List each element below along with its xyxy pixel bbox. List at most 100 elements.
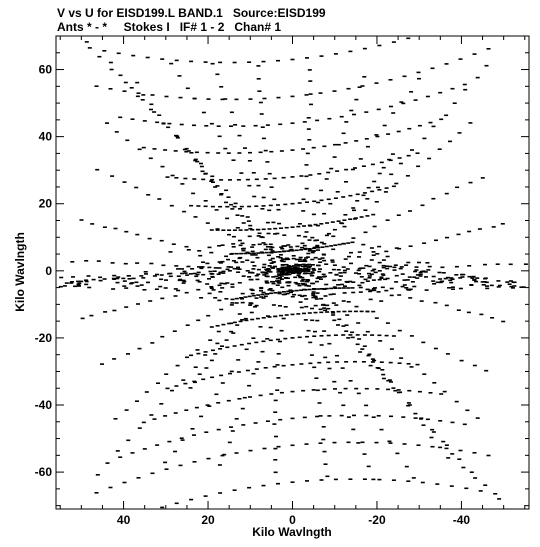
uv-point [265,420,270,422]
uv-point [76,283,81,286]
uv-point [298,260,303,262]
uv-point [276,271,281,273]
uv-point [283,306,288,308]
uv-point [181,279,186,282]
uv-point [363,278,368,281]
uv-point [258,326,263,328]
uv-point [164,373,169,375]
uv-point [102,226,107,228]
y-tick-label: 40 [39,130,53,144]
uv-point [321,273,326,276]
uv-point [171,243,176,245]
uv-point [337,318,342,321]
uv-point [458,449,463,452]
uv-point [247,160,252,162]
uv-point [239,252,244,255]
uv-point [124,409,129,411]
uv-point [343,214,348,216]
uv-point [444,63,449,65]
uv-point [207,278,211,280]
uv-point [331,314,336,316]
uv-point [315,239,319,241]
uv-point [306,329,311,332]
uv-point [297,294,302,297]
uv-point [245,369,250,372]
uv-point [305,280,310,283]
uv-point [239,205,244,208]
uv-point [319,189,324,192]
uv-point [354,140,359,142]
uv-point [377,334,382,337]
uv-point [389,105,393,108]
uv-point [315,280,319,283]
uv-point [383,278,388,281]
uv-point [281,291,286,293]
uv-point [500,223,505,225]
uv-point [248,224,253,227]
uv-point [300,295,305,298]
uv-point [350,331,355,334]
uv-point [143,271,148,273]
uv-point [313,311,318,314]
uv-point [322,259,327,262]
uv-point [110,262,115,264]
uv-point [407,276,412,278]
uv-point [372,359,377,362]
uv-point [346,287,351,289]
uv-point [365,215,370,217]
uv-point [286,271,291,273]
uv-point [475,417,480,419]
uv-point [227,233,231,236]
uv-point [205,262,210,265]
uv-point [212,270,217,272]
uv-point [302,288,307,291]
uv-point [329,167,334,170]
uv-point [145,56,150,59]
uv-point [280,264,285,266]
uv-point [112,358,117,360]
uv-point [293,267,298,270]
uv-point [327,342,332,345]
uv-point [224,255,229,258]
uv-point [326,334,331,337]
uv-point [201,111,206,114]
uv-point [385,267,390,270]
uv-point [231,243,236,245]
uv-point [303,248,308,251]
uv-point [271,282,276,285]
uv-point [205,283,210,285]
uv-point [87,47,92,49]
uv-point [84,280,89,283]
uv-point [308,362,313,365]
uv-point [484,281,489,284]
uv-point [445,276,450,279]
uv-point [281,260,286,263]
uv-point [315,224,320,227]
uv-point [369,247,374,249]
uv-point [391,387,396,389]
uv-point [297,269,302,272]
uv-point [275,389,280,391]
uv-point [449,281,454,284]
uv-point [264,251,269,254]
uv-point [95,474,100,476]
uv-point [164,279,168,281]
uv-point [221,323,226,326]
uv-point [441,272,446,274]
uv-point [116,276,121,278]
uv-point [157,198,162,200]
uv-point [221,270,226,273]
uv-point [265,124,270,126]
uv-point [416,71,421,74]
uv-point [364,387,369,390]
uv-point [493,493,498,495]
uv-point [315,277,320,280]
uv-point [122,181,127,183]
uv-point [256,78,261,80]
uv-point [194,406,199,409]
uv-point [358,158,363,160]
uv-point [220,345,224,347]
uv-point [388,159,393,162]
uv-point [216,428,221,431]
uv-point [362,192,367,194]
